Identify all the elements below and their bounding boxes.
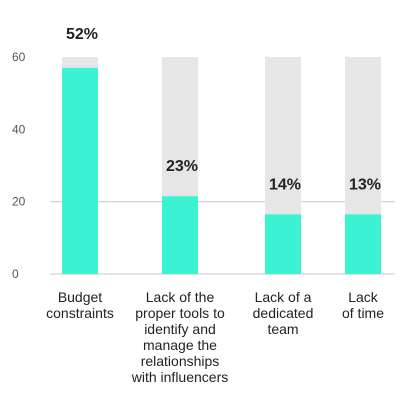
axis-layer: 0 20 40 60 — [12, 50, 395, 281]
data-label: 13% — [349, 176, 381, 193]
data-label: 52% — [66, 26, 98, 43]
category-label: Lack of the proper tools to identify and ma… — [131, 289, 229, 385]
y-tick-label: 60 — [12, 50, 26, 64]
bar — [162, 196, 198, 274]
data-label: 23% — [166, 158, 198, 175]
y-tick-label: 0 — [12, 267, 19, 281]
data-label: 14% — [269, 176, 301, 193]
bar-layer — [62, 67, 381, 274]
category-label: Lack of a dedicated team — [253, 289, 314, 337]
label-layer: 52% Budget constraints 23% Lack of the proper… — [46, 26, 384, 385]
category-label: Lack of time — [342, 289, 384, 321]
bar — [265, 214, 301, 274]
background-bar-layer — [62, 57, 381, 274]
bar — [62, 67, 98, 274]
y-tick-label: 20 — [12, 195, 26, 209]
category-label: Budget constraints — [46, 289, 114, 321]
bar — [345, 214, 381, 274]
y-tick-label: 40 — [12, 122, 26, 136]
